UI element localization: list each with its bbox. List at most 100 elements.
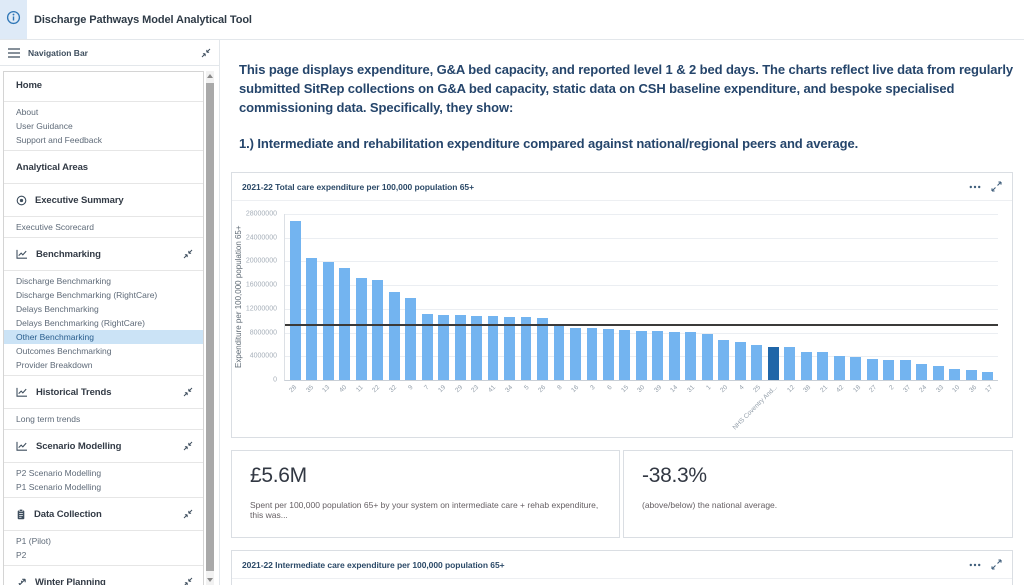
bar[interactable]: [883, 359, 895, 380]
bar[interactable]: [965, 370, 977, 380]
bar[interactable]: [487, 315, 499, 380]
bar-slot: [551, 214, 567, 380]
bar[interactable]: [438, 314, 450, 380]
sidebar-item-p2-scenario-modelling[interactable]: P2 Scenario Modelling: [16, 468, 102, 478]
focus-mode-icon[interactable]: [991, 559, 1002, 570]
bar[interactable]: [504, 316, 515, 380]
bar[interactable]: [553, 323, 565, 380]
sidebar-item-p1-pilot[interactable]: P1 (Pilot): [16, 536, 51, 546]
bar[interactable]: [289, 221, 301, 380]
bar[interactable]: [932, 366, 944, 380]
bar[interactable]: [388, 292, 400, 380]
x-axis-tick-label: 31: [686, 384, 697, 395]
bar[interactable]: [817, 352, 829, 380]
bar[interactable]: [866, 359, 878, 380]
bar[interactable]: [454, 315, 466, 380]
bar[interactable]: [718, 340, 730, 380]
bar[interactable]: [421, 314, 433, 380]
sidebar-item-other-benchmarking[interactable]: Other Benchmarking: [4, 330, 203, 344]
bar[interactable]: [355, 278, 367, 380]
info-tile[interactable]: [0, 0, 27, 39]
bar[interactable]: [306, 258, 318, 380]
sidebar-item-user-guidance[interactable]: User Guidance: [16, 121, 73, 131]
sidebar-item-long-term-trends[interactable]: Long term trends: [16, 414, 81, 424]
bar[interactable]: [734, 342, 746, 380]
bar[interactable]: [899, 360, 911, 380]
sidebar-item-executive-scorecard[interactable]: Executive Scorecard: [16, 222, 94, 232]
sidebar-item-support-and-feedback[interactable]: Support and Feedback: [16, 135, 103, 145]
bar[interactable]: [800, 352, 812, 380]
scroll-down-arrow-icon[interactable]: [207, 578, 213, 582]
x-axis-tick-label: 41: [487, 384, 498, 395]
bar[interactable]: [949, 369, 961, 380]
bar[interactable]: [635, 330, 647, 380]
x-axis-tick-label: 13: [321, 384, 332, 395]
bar[interactable]: [570, 328, 581, 380]
sidebar-group-benchmarking[interactable]: Benchmarking: [4, 241, 203, 267]
sidebar-group-winter-planning[interactable]: Winter Planning: [4, 569, 203, 585]
sidebar-item-discharge-benchmarking-rightcare[interactable]: Discharge Benchmarking (RightCare): [16, 290, 158, 300]
bar[interactable]: [652, 331, 664, 380]
bar[interactable]: [322, 262, 334, 380]
more-options-icon[interactable]: [969, 185, 981, 189]
bar[interactable]: [751, 344, 763, 380]
bar[interactable]: [701, 333, 713, 380]
gridline: [285, 308, 998, 310]
bar[interactable]: [339, 267, 351, 380]
bar[interactable]: [520, 317, 532, 380]
y-axis-tick-labels: 0 4000000 8000000 12000000 16000000 20000000 2…: [232, 211, 280, 384]
bar[interactable]: [603, 329, 614, 380]
sidebar-group-label: Home: [16, 79, 42, 91]
more-options-icon[interactable]: [969, 563, 981, 567]
kpi-card-spend: £5.6M Spent per 100,000 population 65+ b…: [231, 450, 620, 538]
bar[interactable]: [833, 356, 845, 380]
bar[interactable]: [685, 332, 697, 380]
hamburger-icon[interactable]: [8, 47, 20, 58]
collapse-section-icon[interactable]: [183, 509, 193, 519]
collapse-sidebar-icon[interactable]: [201, 48, 211, 58]
bar[interactable]: [471, 315, 482, 380]
x-axis-tick-label: 37: [901, 384, 912, 395]
collapse-section-icon[interactable]: [183, 387, 193, 397]
sidebar-group-executive-summary[interactable]: Executive Summary: [4, 187, 203, 213]
bar-slot: [946, 214, 962, 380]
bar[interactable]: [668, 331, 680, 380]
sidebar-item-provider-breakdown[interactable]: Provider Breakdown: [16, 360, 93, 370]
sidebar-scrollbar[interactable]: [206, 71, 214, 585]
scroll-up-arrow-icon[interactable]: [207, 74, 213, 78]
collapse-section-icon[interactable]: [183, 441, 193, 451]
focus-mode-icon[interactable]: [991, 181, 1002, 192]
bar[interactable]: [405, 298, 417, 380]
sidebar-group-home[interactable]: Home: [4, 72, 203, 98]
x-axis-tick-label: 33: [934, 384, 945, 395]
bar-slot: [369, 214, 385, 380]
sidebar-item-p2[interactable]: P2: [16, 550, 27, 560]
bar[interactable]: [372, 280, 384, 380]
bar[interactable]: [916, 364, 928, 380]
bar[interactable]: [850, 356, 862, 380]
sidebar-group-data-collection[interactable]: Data Collection: [4, 501, 203, 527]
sidebar-group-scenario-modelling[interactable]: Scenario Modelling: [4, 433, 203, 459]
sidebar-group-analytical-areas[interactable]: Analytical Areas: [4, 154, 203, 180]
bar[interactable]: [619, 330, 631, 380]
bar-highlighted-system[interactable]: [767, 346, 779, 380]
bar[interactable]: [537, 317, 548, 380]
sidebar-item-delays-benchmarking[interactable]: Delays Benchmarking: [16, 304, 99, 314]
y-axis-tick-label: 24000000: [245, 234, 277, 242]
sidebar-item-p1-scenario-modelling[interactable]: P1 Scenario Modelling: [16, 482, 102, 492]
sidebar-header: Navigation Bar: [0, 40, 219, 66]
bar[interactable]: [982, 371, 994, 380]
chart-card-intermediate-expenditure: 2021-22 Intermediate care expenditure pe…: [231, 550, 1013, 585]
sidebar-item-discharge-benchmarking[interactable]: Discharge Benchmarking: [16, 276, 111, 286]
sidebar-item-outcomes-benchmarking[interactable]: Outcomes Benchmarking: [16, 346, 112, 356]
y-axis-tick-label: 4000000: [249, 352, 277, 360]
bar[interactable]: [784, 347, 796, 380]
sidebar-group-historical-trends[interactable]: Historical Trends: [4, 379, 203, 405]
bar[interactable]: [586, 328, 598, 380]
collapse-section-icon[interactable]: [183, 577, 193, 585]
sidebar-item-about[interactable]: About: [16, 107, 39, 117]
collapse-section-icon[interactable]: [183, 249, 193, 259]
scrollbar-thumb[interactable]: [206, 83, 214, 571]
sidebar-item-delays-benchmarking-rightcare[interactable]: Delays Benchmarking (RightCare): [16, 318, 145, 328]
x-axis-tick-label: 26: [536, 384, 547, 395]
